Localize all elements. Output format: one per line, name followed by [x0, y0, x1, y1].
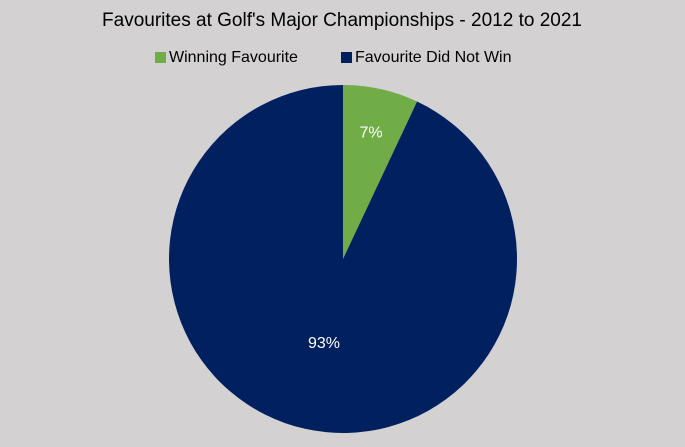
data-label: 7% [360, 125, 383, 142]
data-label: 93% [308, 335, 340, 352]
legend-marker [155, 52, 166, 63]
legend-label: Winning Favourite [169, 49, 298, 66]
legend-label: Favourite Did Not Win [355, 49, 512, 66]
pie-slice [169, 85, 517, 433]
pie-slice [343, 85, 418, 259]
legend-marker [341, 52, 352, 63]
chart-title: Favourites at Golf's Major Championships… [102, 10, 582, 31]
